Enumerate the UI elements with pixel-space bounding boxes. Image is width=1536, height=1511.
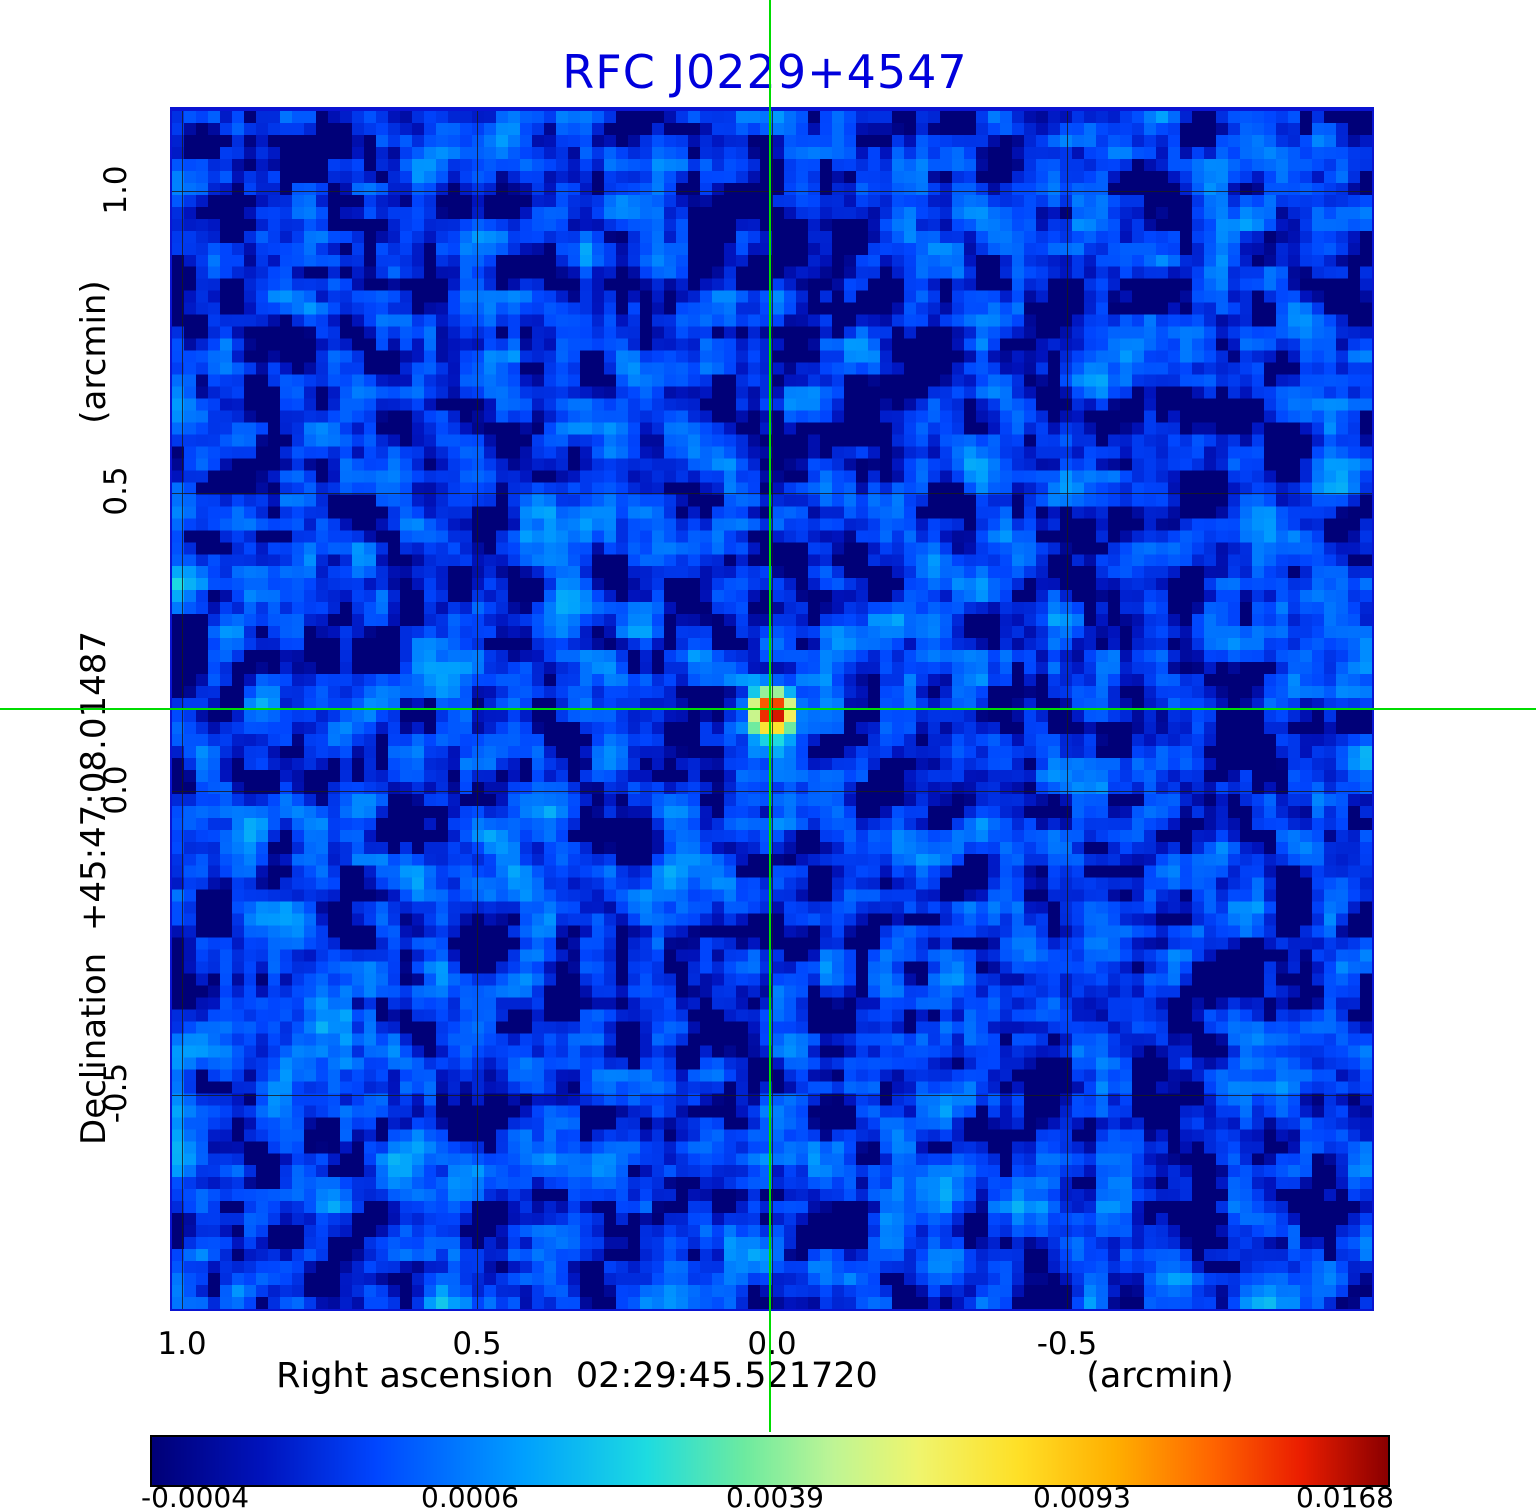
y-tick-label: 0.0 (98, 765, 134, 815)
colorbar-tick-label: 0.0168 (1296, 1481, 1394, 1511)
sky-map-plot (170, 107, 1374, 1311)
x-tick-label: 0.0 (747, 1326, 797, 1362)
colorbar (150, 1435, 1390, 1487)
gridline-vertical (182, 111, 183, 1309)
x-axis-unit-label: (arcmin) (1086, 1356, 1234, 1396)
colorbar-gradient-canvas (152, 1437, 1388, 1485)
y-axis-unit-label: (arcmin) (74, 280, 114, 424)
gridline-horizontal (172, 791, 1372, 792)
figure-title: RFC J0229+4547 (562, 45, 968, 99)
x-tick-label: 1.0 (157, 1326, 207, 1362)
y-tick-label: -0.5 (98, 1062, 134, 1124)
y-tick-label: 1.0 (98, 165, 134, 215)
x-axis-label: Right ascension 02:29:45.521720 (276, 1356, 878, 1396)
y-tick-label: 0.5 (98, 466, 134, 516)
gridline-vertical (772, 111, 773, 1309)
x-tick-label: 0.5 (452, 1326, 502, 1362)
gridline-horizontal (172, 493, 1372, 494)
gridline-vertical (477, 111, 478, 1309)
gridline-horizontal (172, 1095, 1372, 1096)
colorbar-tick-label: 0.0093 (1033, 1481, 1131, 1511)
crosshair-vertical-line (769, 0, 771, 1432)
gridline-horizontal (172, 191, 1372, 192)
crosshair-horizontal-line (0, 708, 1536, 710)
x-tick-label: -0.5 (1036, 1326, 1098, 1362)
gridline-vertical (1067, 111, 1068, 1309)
colorbar-tick-label: -0.0004 (140, 1481, 250, 1511)
colorbar-tick-label: 0.0006 (421, 1481, 519, 1511)
colorbar-tick-label: 0.0039 (726, 1481, 824, 1511)
